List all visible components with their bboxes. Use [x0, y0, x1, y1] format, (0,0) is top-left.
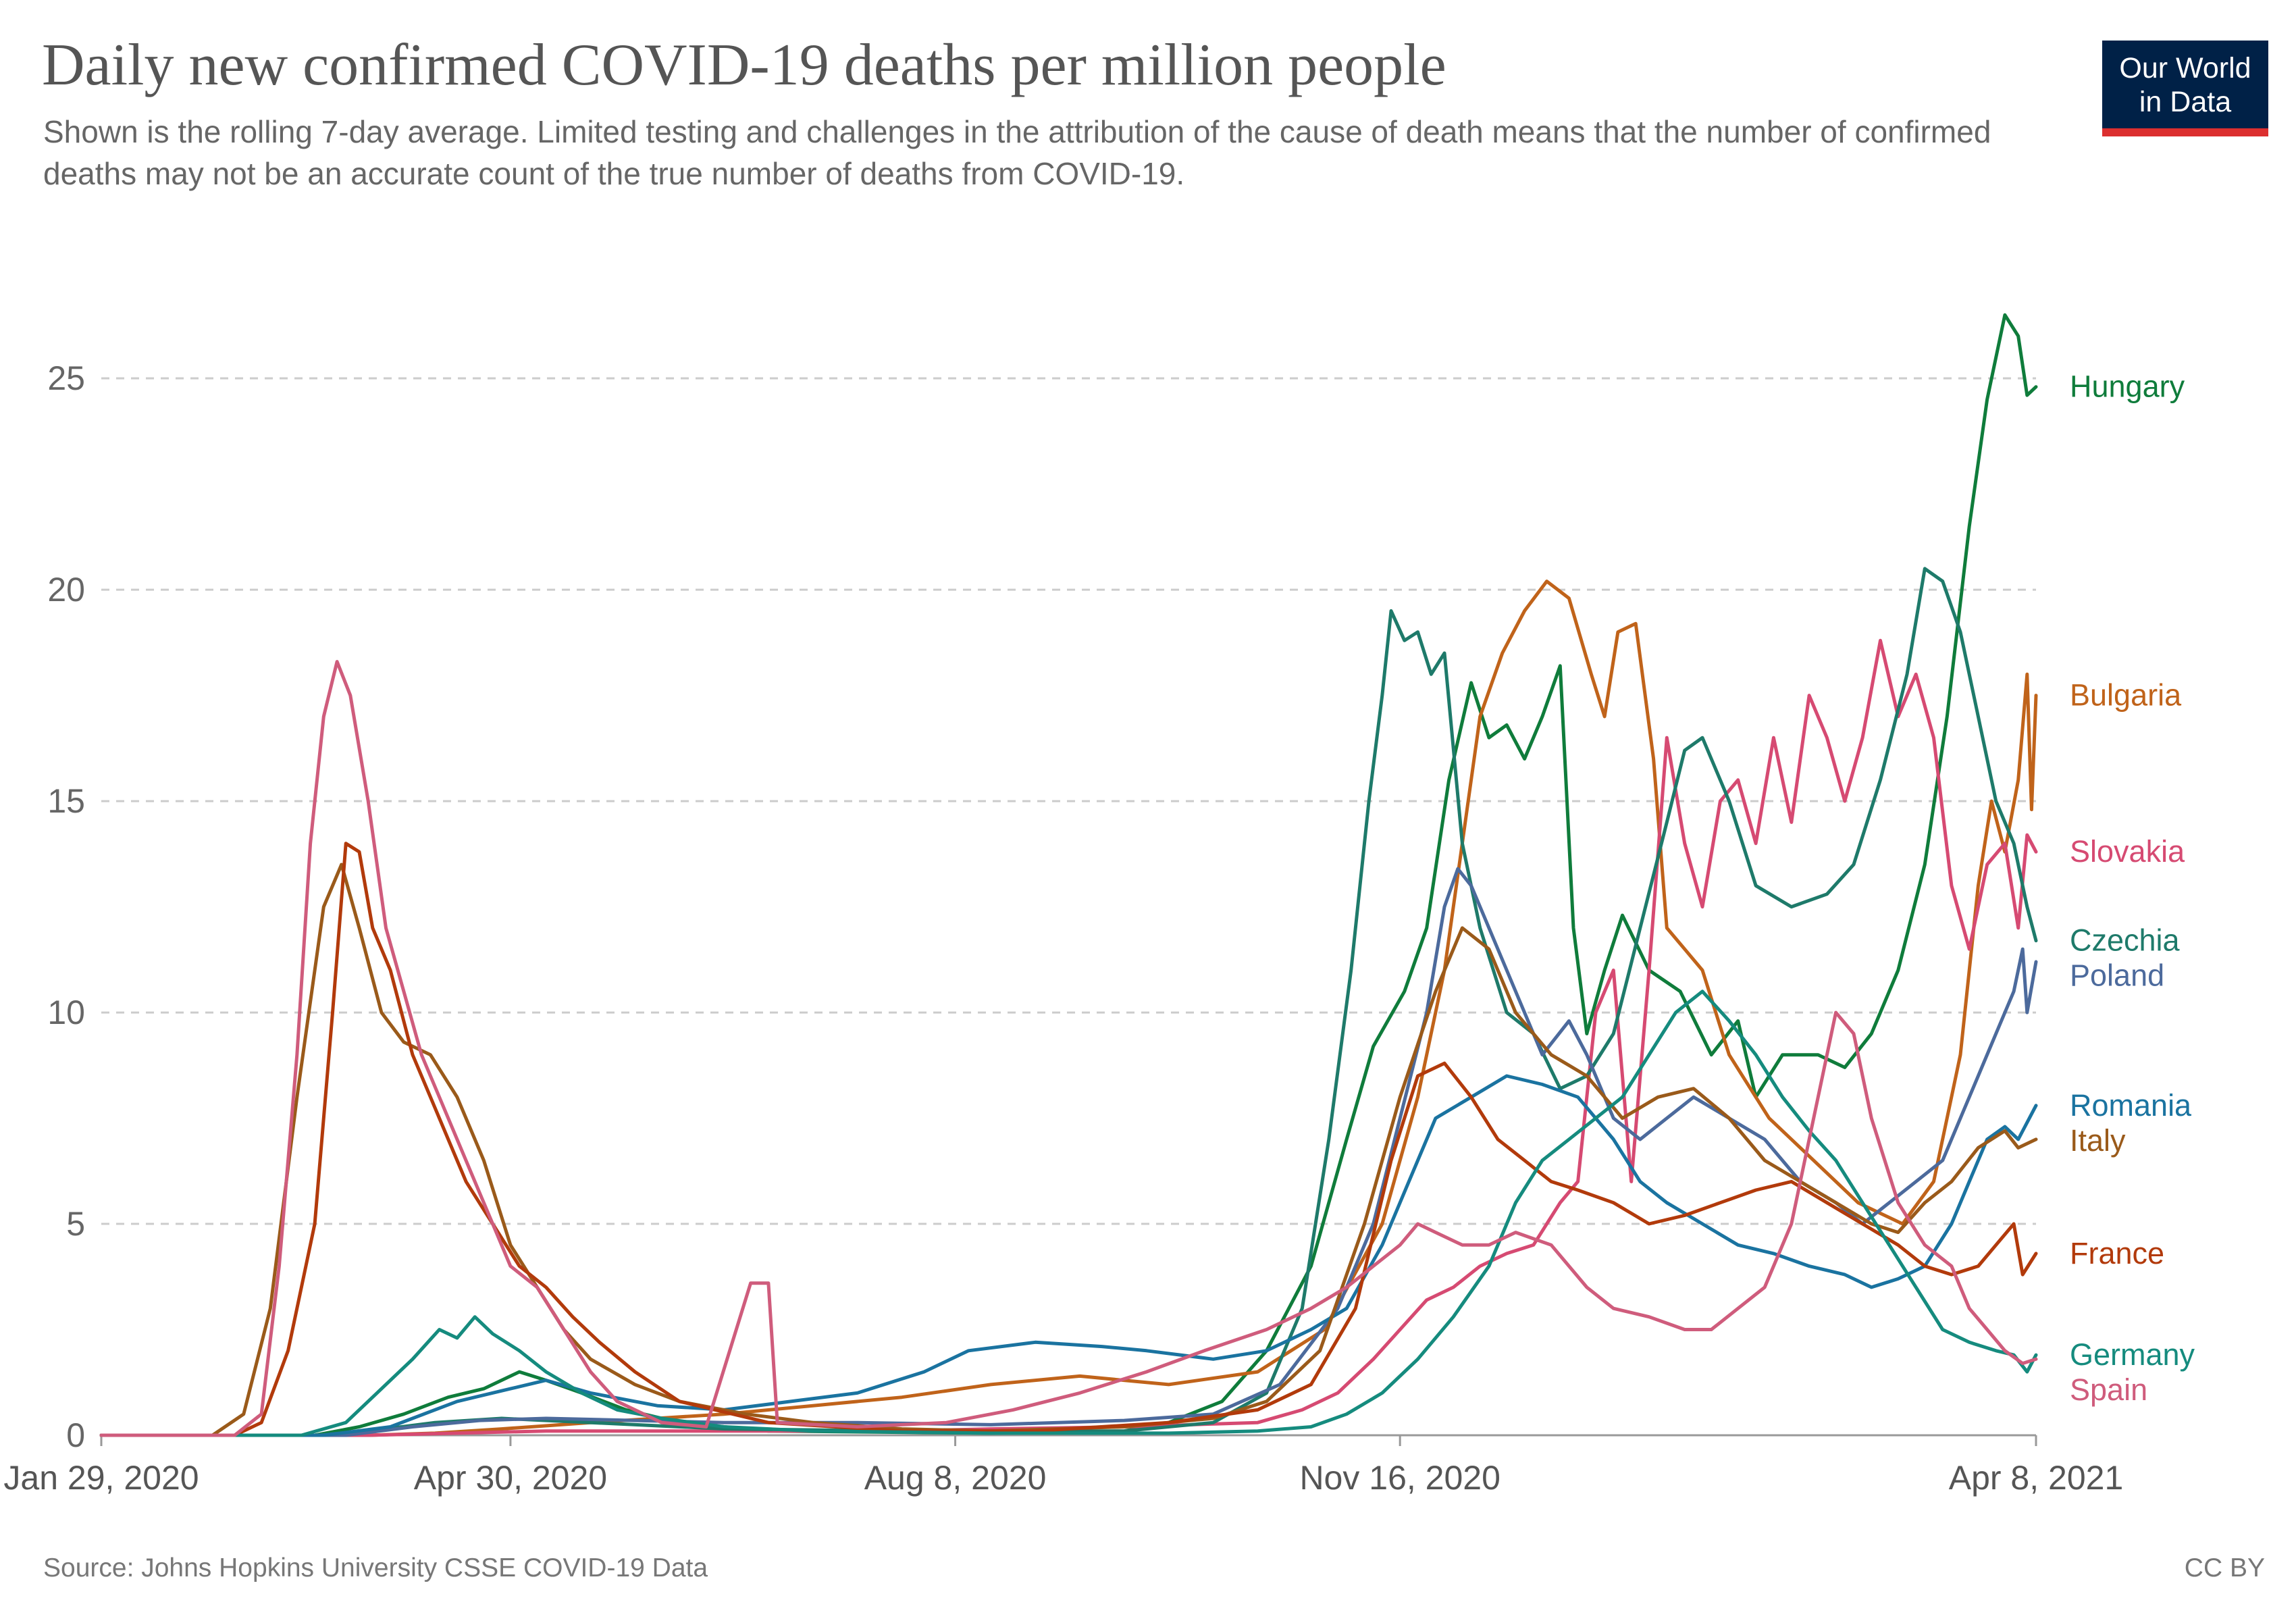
x-tick-label: Nov 16, 2020 — [1299, 1459, 1500, 1497]
series-line-poland[interactable] — [99, 867, 2038, 1437]
series-label-italy[interactable]: Italy — [2070, 1123, 2126, 1158]
axis-layer: 0 5 10 15 20 25 Jan 29, 2020 Apr 30, 2020 Aug 8,… — [3, 359, 2123, 1497]
logo-line-1: Our World — [2119, 52, 2251, 84]
series-line-slovakia[interactable] — [99, 638, 2038, 1437]
series-label-spain[interactable]: Spain — [2070, 1372, 2147, 1407]
chart-title: Daily new confirmed COVID-19 deaths per … — [42, 32, 1446, 98]
x-tick-label: Aug 8, 2020 — [864, 1459, 1047, 1497]
series-label-germany[interactable]: Germany — [2070, 1337, 2195, 1372]
y-tick-label: 20 — [47, 571, 85, 609]
x-tick-label: Apr 30, 2020 — [414, 1459, 607, 1497]
y-tick-label: 15 — [47, 782, 85, 820]
series-label-france[interactable]: France — [2070, 1236, 2164, 1270]
series-line-italy[interactable] — [99, 863, 2038, 1437]
y-tick-label: 5 — [66, 1205, 85, 1243]
y-tick-label: 0 — [66, 1416, 85, 1454]
series-line-bulgaria[interactable] — [99, 580, 2038, 1437]
series-line-romania[interactable] — [99, 1074, 2038, 1437]
x-tick-label: Jan 29, 2020 — [3, 1459, 199, 1497]
series-line-france[interactable] — [99, 842, 2038, 1437]
series-label-bulgaria[interactable]: Bulgaria — [2070, 678, 2182, 713]
series-label-hungary[interactable]: Hungary — [2070, 369, 2185, 404]
line-chart: 0 5 10 15 20 25 Jan 29, 2020 Apr 30, 2020 Aug 8,… — [3, 313, 2195, 1497]
source-note[interactable]: Source: Johns Hopkins University CSSE CO… — [43, 1553, 708, 1583]
series-line-germany[interactable] — [99, 989, 2038, 1437]
logo-line-2: in Data — [2139, 86, 2232, 118]
y-tick-label: 25 — [47, 359, 85, 397]
series-line-hungary[interactable] — [99, 313, 2038, 1437]
series-layer — [99, 313, 2038, 1437]
series-line-czechia[interactable] — [99, 567, 2038, 1437]
series-label-poland[interactable]: Poland — [2070, 958, 2164, 993]
license-link[interactable]: CC BY — [2184, 1553, 2265, 1583]
owid-logo[interactable]: Our World in Data — [2102, 41, 2268, 136]
series-label-czechia[interactable]: Czechia — [2070, 923, 2181, 958]
series-label-slovakia[interactable]: Slovakia — [2070, 834, 2185, 869]
y-tick-label: 10 — [47, 994, 85, 1031]
series-line-spain[interactable] — [99, 660, 2038, 1437]
chart-subtitle: Shown is the rolling 7-day average. Limi… — [43, 114, 1991, 191]
series-label-romania[interactable]: Romania — [2070, 1088, 2192, 1123]
x-tick-label: Apr 8, 2021 — [1949, 1459, 2124, 1497]
grid-layer — [101, 377, 2036, 1225]
